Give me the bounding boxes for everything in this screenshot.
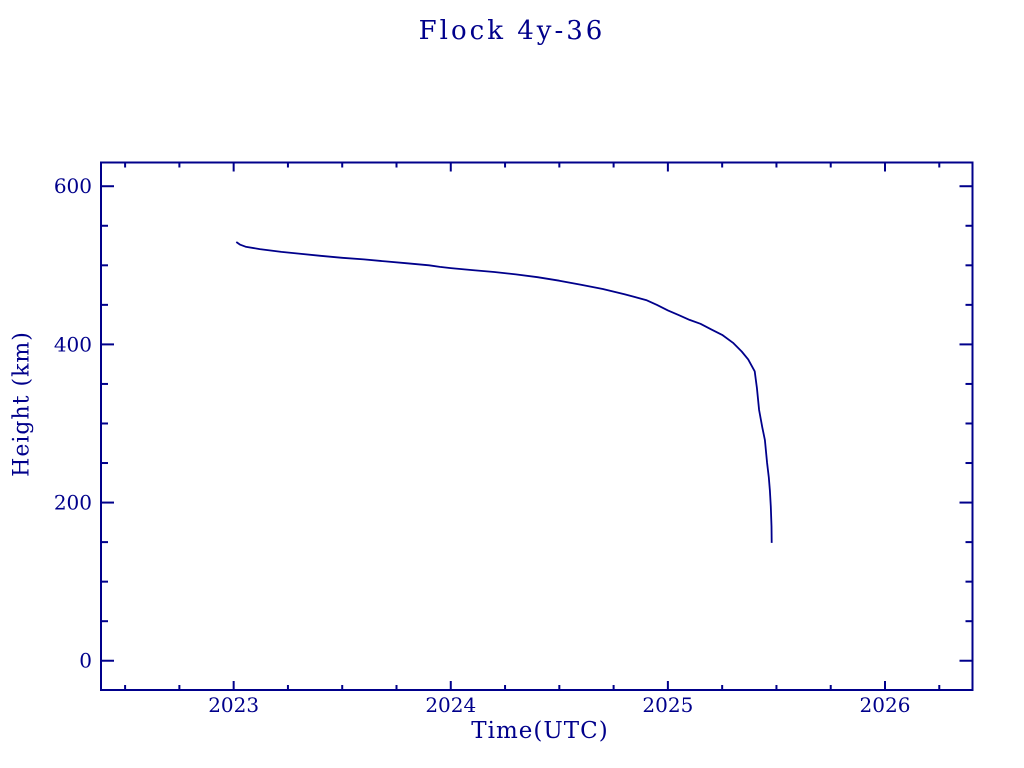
chart-title: Flock 4y-36 bbox=[418, 16, 606, 46]
y-tick-label: 600 bbox=[54, 174, 92, 198]
x-tick-label: 2026 bbox=[860, 693, 911, 717]
x-axis-label: Time(UTC) bbox=[471, 718, 609, 744]
x-tick-label: 2023 bbox=[208, 693, 259, 717]
height-decay-line bbox=[235, 241, 773, 543]
y-tick-label: 200 bbox=[54, 491, 92, 515]
plot-frame bbox=[100, 161, 974, 691]
y-tick-label: 400 bbox=[54, 332, 92, 356]
y-tick-label: 0 bbox=[79, 649, 92, 673]
x-tick-label: 2024 bbox=[425, 693, 476, 717]
x-tick-label: 2025 bbox=[642, 693, 693, 717]
